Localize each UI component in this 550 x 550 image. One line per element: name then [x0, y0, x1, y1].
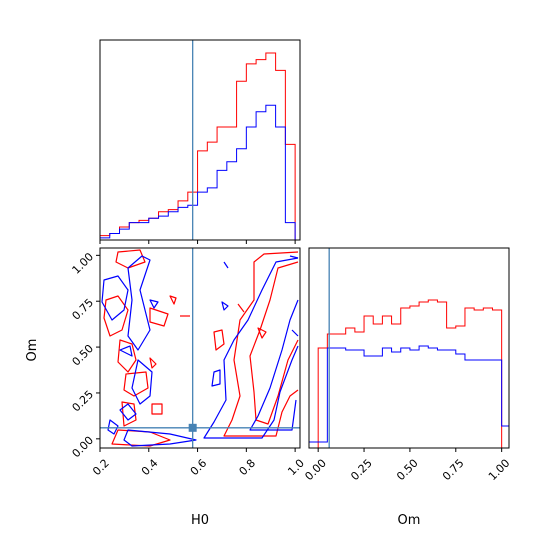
density-contour: [237, 303, 245, 313]
density-contour: [119, 403, 137, 421]
density-contour: [111, 429, 171, 447]
h0-x-tick-label: 0.2: [90, 457, 112, 479]
om-y-axis-label: Om: [25, 339, 40, 362]
density-contour: [221, 301, 229, 311]
density-contour: [119, 345, 133, 357]
density-contour: [151, 403, 163, 415]
density-contour: [149, 357, 157, 369]
om-axis-label: Om: [398, 513, 421, 528]
density-contour: [123, 371, 149, 397]
density-contour: [223, 261, 229, 269]
axes-frame: [99, 39, 301, 241]
axes-frame: [308, 247, 510, 449]
density-contour: [213, 329, 225, 351]
h0-histogram-series-1: [99, 104, 296, 240]
truth-marker: [188, 423, 197, 432]
om-x-tick-label: 0.50: [394, 457, 421, 484]
density-contour: [115, 249, 146, 269]
h0-axis-label: H0: [191, 513, 209, 528]
om-histogram-series-0: [309, 299, 509, 449]
h0-x-tick-label: 0.6: [188, 457, 210, 479]
density-contour: [249, 299, 299, 431]
density-contour: [149, 307, 169, 327]
density-contour: [149, 299, 159, 309]
om-histogram-series-1: [308, 345, 510, 448]
density-contour: [123, 429, 197, 447]
density-contour: [249, 261, 299, 425]
density-contour: [107, 419, 119, 435]
h0-histogram-panel: [99, 39, 301, 244]
om-y-tick-label: 1.00: [70, 250, 97, 277]
om-histogram-panel: 0.00 0.25 0.50 0.75 1.00: [302, 247, 513, 484]
om-x-tick-label: 0.75: [440, 457, 467, 484]
density-contour: [169, 295, 177, 305]
om-y-tick-label: 0.25: [70, 388, 97, 415]
om-x-tick-label: 0.00: [302, 457, 329, 484]
density-contour: [211, 369, 221, 387]
density-contour: [291, 329, 299, 337]
density-contour: [257, 327, 267, 339]
om-y-tick-label: 0.00: [70, 434, 97, 461]
density-contour: [117, 339, 137, 373]
density-contour: [203, 257, 299, 439]
density-contour: [127, 255, 151, 351]
density-contour: [131, 359, 153, 405]
om-x-tick-label: 1.00: [486, 457, 513, 484]
h0-x-tick-label: 0.8: [237, 457, 259, 479]
h0-histogram-series-0: [99, 52, 296, 240]
h0-x-tick-label: 0.4: [139, 457, 161, 479]
density-contour: [101, 275, 129, 321]
density-contour: [121, 401, 137, 427]
density-contour: [103, 295, 129, 337]
h0-om-contour-panel: 0.2 0.4 0.6 0.8 1.00.000.250.500.751.00: [70, 247, 307, 479]
density-contour: [223, 251, 299, 437]
axes-frame: [99, 247, 301, 449]
om-x-tick-label: 0.25: [348, 457, 375, 484]
om-y-tick-label: 0.50: [70, 342, 97, 369]
density-contour: [289, 255, 299, 259]
om-y-tick-label: 0.75: [70, 296, 97, 323]
